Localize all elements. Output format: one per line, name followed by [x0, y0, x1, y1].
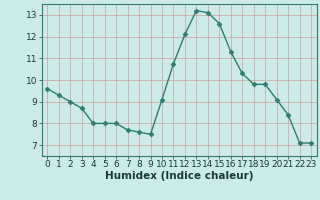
X-axis label: Humidex (Indice chaleur): Humidex (Indice chaleur) [105, 171, 253, 181]
